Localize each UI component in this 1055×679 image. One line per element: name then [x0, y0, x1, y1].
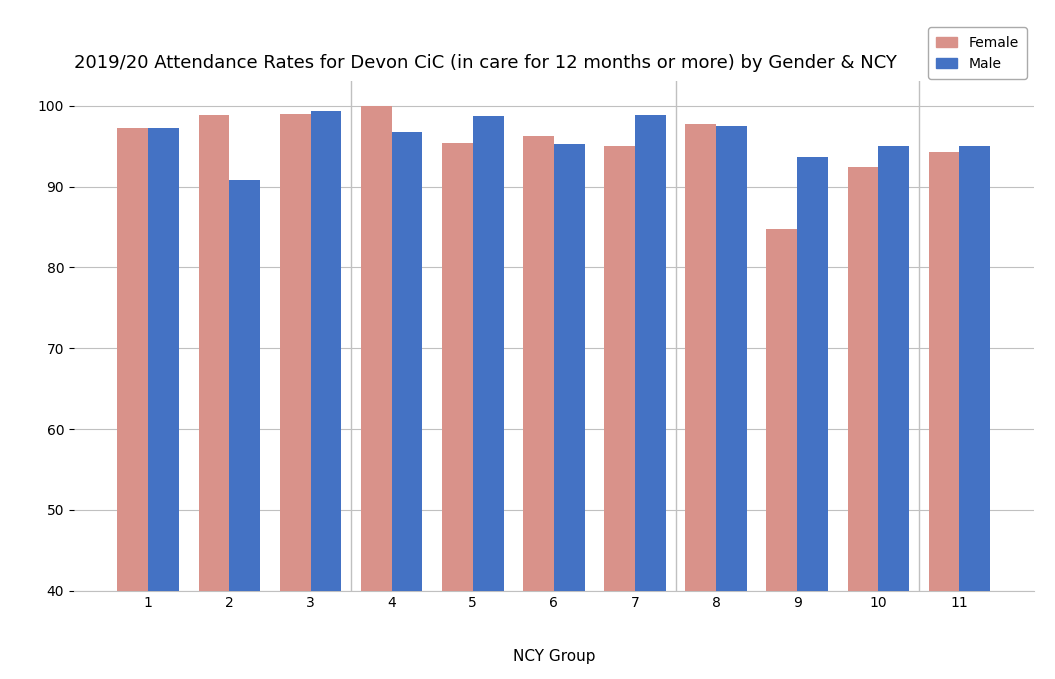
Bar: [149, 128, 179, 679]
Bar: [442, 143, 473, 679]
Bar: [280, 114, 310, 679]
Bar: [766, 229, 798, 679]
Bar: [310, 111, 342, 679]
Bar: [847, 167, 879, 679]
Legend: Female, Male: Female, Male: [928, 27, 1027, 79]
Bar: [117, 128, 149, 679]
Bar: [635, 115, 666, 679]
Bar: [879, 146, 909, 679]
Bar: [198, 115, 229, 679]
Bar: [959, 146, 991, 679]
Bar: [686, 124, 716, 679]
Bar: [554, 144, 584, 679]
Bar: [391, 132, 422, 679]
X-axis label: NCY Group: NCY Group: [513, 649, 595, 664]
Bar: [798, 157, 828, 679]
Bar: [928, 152, 959, 679]
Bar: [716, 126, 747, 679]
Bar: [361, 106, 391, 679]
Bar: [229, 180, 261, 679]
Bar: [473, 116, 503, 679]
Bar: [523, 136, 554, 679]
Bar: [605, 146, 635, 679]
Text: 2019/20 Attendance Rates for Devon CiC (in care for 12 months or more) by Gender: 2019/20 Attendance Rates for Devon CiC (…: [74, 54, 897, 71]
